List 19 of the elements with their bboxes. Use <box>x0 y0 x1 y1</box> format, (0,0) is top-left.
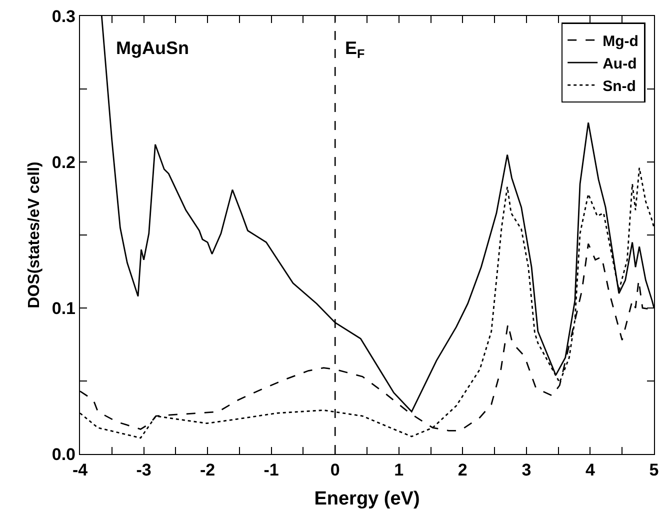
x-tick-label: 2 <box>458 460 468 480</box>
ref-line-label: E$_{F}$ <box>345 38 366 61</box>
legend-label: Au-d <box>602 55 637 72</box>
x-tick-label: 1 <box>394 460 404 480</box>
x-tick-label: -3 <box>136 460 152 480</box>
annotation: MgAuSn <box>116 38 189 58</box>
legend-label: Sn-d <box>602 78 636 95</box>
y-axis-title: DOS(states/eV cell) <box>26 162 43 308</box>
y-tick-label: 0.2 <box>52 152 76 172</box>
legend-label: Mg-d <box>602 32 638 50</box>
y-tick-label: 0.3 <box>52 6 76 26</box>
x-tick-label: -1 <box>264 460 279 480</box>
x-tick-label: 0 <box>330 460 340 480</box>
x-tick-label: -2 <box>200 460 216 480</box>
y-tick-label: 0.1 <box>52 298 76 318</box>
x-axis-title: Energy (eV) <box>314 488 420 510</box>
x-tick-label: 4 <box>585 460 596 480</box>
x-tick-label: 5 <box>649 460 659 480</box>
x-tick-label: 3 <box>522 460 532 480</box>
